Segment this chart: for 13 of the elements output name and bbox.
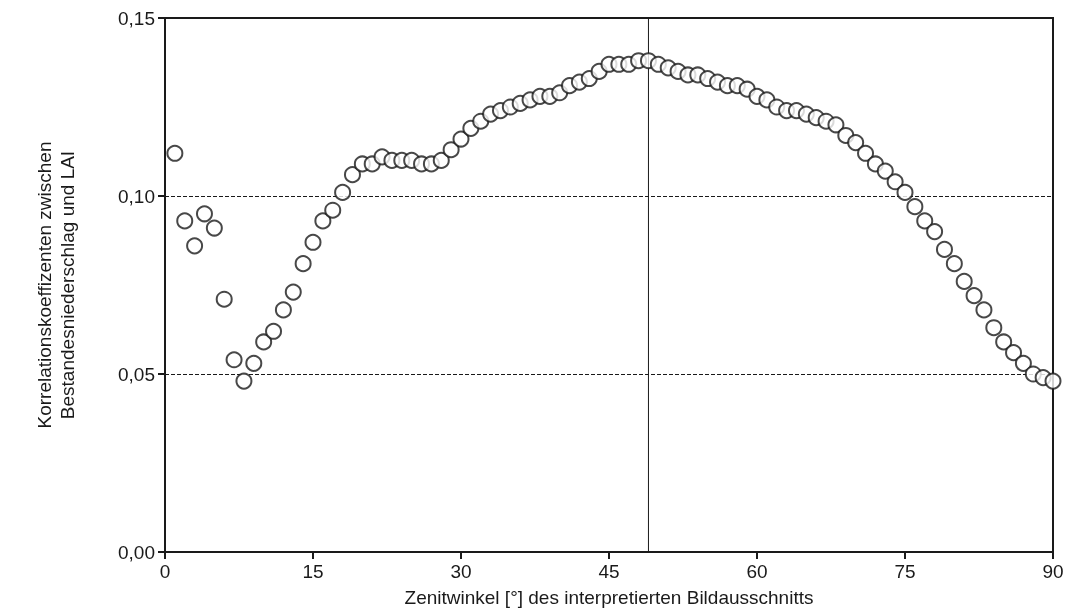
x-tick-label: 0: [159, 561, 171, 582]
x-tick-label: 45: [598, 561, 620, 582]
y-tick-label: 0,00: [118, 541, 155, 563]
x-tick-label: 15: [302, 561, 324, 582]
y-axis-title: Korrelationskoeffizenten zwischen Bestandesniederschlag und LAI: [34, 141, 78, 429]
x-tick-label: 75: [894, 561, 916, 582]
x-tick-label: 60: [746, 561, 768, 582]
x-tick-label: 90: [1042, 561, 1064, 582]
x-tick-label: 30: [450, 561, 472, 582]
y-tick-label: 0,10: [118, 185, 155, 207]
y-tick-label: 0,15: [118, 7, 155, 29]
y-tick-label: 0,05: [118, 363, 155, 385]
x-axis-title: Zenitwinkel [°] des interpretierten Bildausschnitts: [404, 587, 814, 608]
